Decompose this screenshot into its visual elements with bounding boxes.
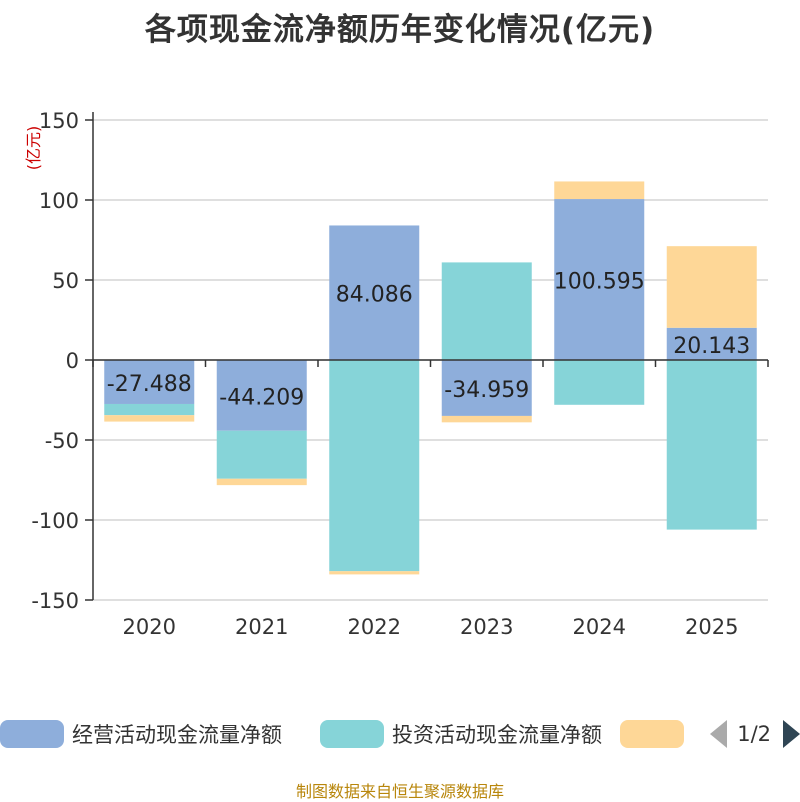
x-tick-label: 2023 — [460, 615, 513, 639]
legend-pager: 1/2 — [710, 716, 800, 752]
x-tick-label: 2024 — [573, 615, 626, 639]
y-tick-label: -50 — [45, 429, 79, 453]
bar-1-2025 — [666, 360, 757, 530]
y-tick-label: 150 — [39, 109, 79, 133]
bar-1-2020 — [104, 403, 195, 416]
bar-2-2022 — [329, 571, 420, 575]
bar-0-2020 — [104, 360, 195, 404]
legend-prev-icon[interactable] — [710, 720, 728, 748]
bar-0-2024 — [554, 199, 645, 360]
legend: 经营活动现金流量净额 投资活动现金流量净额 — [0, 716, 800, 752]
legend-page-indicator: 1/2 — [737, 722, 771, 746]
bar-0-2021 — [216, 360, 307, 431]
legend-swatch-financing — [620, 720, 684, 748]
legend-label-investing: 投资活动现金流量净额 — [392, 723, 602, 747]
chart-title: 各项现金流净额历年变化情况(亿元) — [144, 12, 656, 48]
x-tick-label: 2025 — [685, 615, 738, 639]
bar-2-2023 — [441, 415, 532, 423]
source-note: 制图数据来自恒生聚源数据库 — [295, 782, 504, 801]
y-tick-label: 50 — [52, 269, 79, 293]
data-label: -34.959 — [444, 378, 529, 403]
y-tick-label: -100 — [31, 509, 79, 533]
bar-2-2020 — [104, 415, 195, 422]
legend-item-financing[interactable] — [620, 716, 684, 752]
bar-0-2025 — [666, 327, 757, 360]
x-tick-label: 2022 — [348, 615, 401, 639]
bar-2-2024 — [554, 181, 645, 200]
data-label: 84.086 — [336, 283, 413, 308]
bar-2-2025 — [666, 246, 757, 328]
x-tick-label: 2021 — [235, 615, 288, 639]
bar-1-2024 — [554, 360, 645, 405]
bar-0-2022 — [329, 225, 420, 360]
bar-1-2021 — [216, 430, 307, 479]
legend-label-operating: 经营活动现金流量净额 — [72, 723, 282, 747]
legend-next-icon[interactable] — [783, 720, 800, 748]
data-label: 100.595 — [554, 270, 645, 295]
legend-swatch-investing — [320, 720, 384, 748]
y-tick-label: -150 — [31, 589, 79, 613]
bar-0-2023 — [441, 360, 532, 416]
bar-1-2022 — [329, 360, 420, 572]
y-tick-label: 0 — [66, 349, 79, 373]
legend-swatch-operating — [0, 720, 64, 748]
y-tick-label: 100 — [39, 189, 79, 213]
legend-item-investing[interactable]: 投资活动现金流量净额 — [320, 716, 602, 752]
x-tick-label: 2020 — [123, 615, 176, 639]
data-label: -44.209 — [219, 385, 304, 410]
data-label: 20.143 — [673, 334, 750, 359]
bar-1-2023 — [441, 262, 532, 360]
data-label: -27.488 — [107, 372, 192, 397]
bar-2-2021 — [216, 478, 307, 486]
legend-item-operating[interactable]: 经营活动现金流量净额 — [0, 716, 282, 752]
